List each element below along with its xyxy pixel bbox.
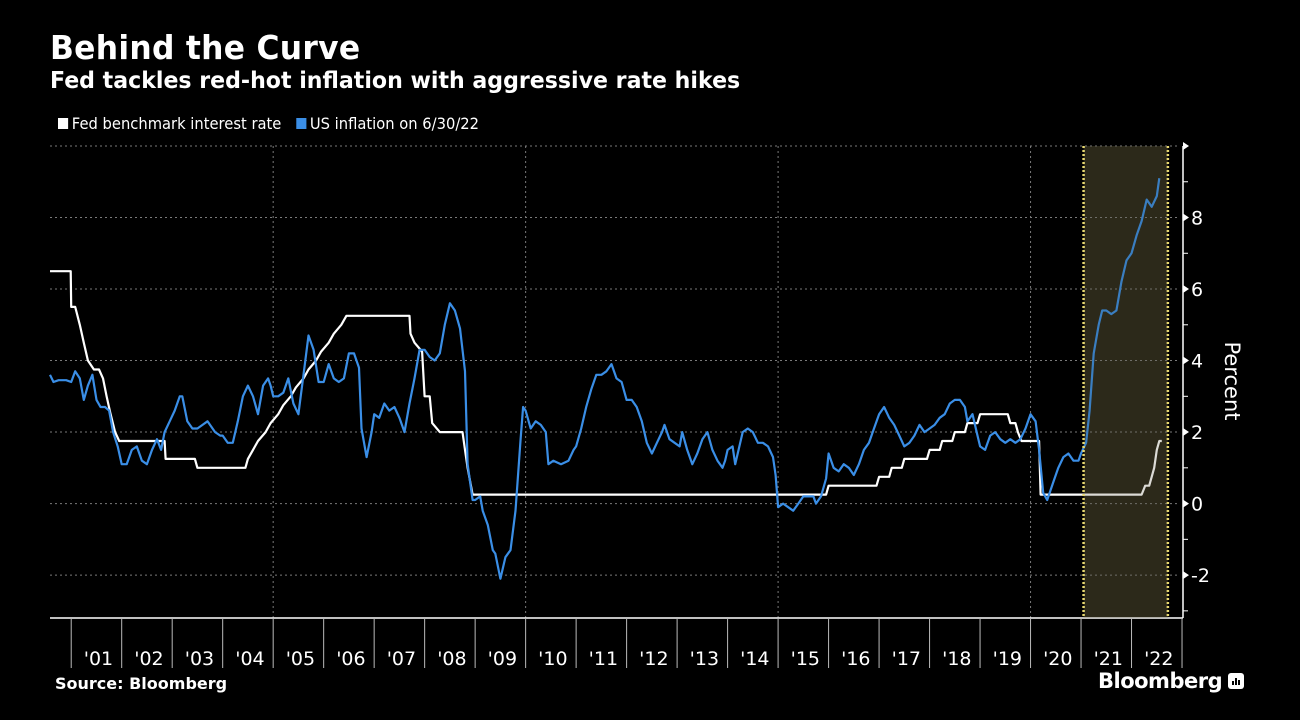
x-tick-label: '20	[1043, 648, 1072, 670]
x-tick-label: '08	[437, 648, 466, 670]
legend-label-inflation: US inflation on 6/30/22	[309, 114, 480, 133]
x-tick-label: '06	[336, 648, 365, 670]
y-axis-label: Percent	[1220, 341, 1244, 420]
x-tick-label: '16	[841, 648, 870, 670]
legend-swatch-fed-rate	[58, 118, 69, 129]
x-tick-label: '12	[639, 648, 668, 670]
y-tick-label: 2	[1191, 422, 1203, 444]
y-major-tick	[1183, 571, 1189, 580]
fed-rate-line	[50, 270, 1162, 496]
y-major-tick	[1183, 499, 1189, 508]
highlight-band-overlay	[1083, 146, 1168, 618]
y-major-tick	[1183, 356, 1189, 365]
axes	[50, 142, 1189, 668]
legend-label-fed-rate: Fed benchmark interest rate	[71, 114, 282, 133]
legend: Fed benchmark interest rate US inflation…	[58, 114, 494, 133]
x-tick-label: '04	[235, 648, 264, 670]
y-major-tick	[1183, 428, 1189, 437]
x-tick-labels: '01 '02 '03 '04 '05 '06 '07 '08 '09 '10 '11 '12 '13 '…	[84, 648, 1174, 670]
legend-item-fed-rate: Fed benchmark interest rate	[58, 114, 281, 133]
x-tick-label: '05	[286, 648, 315, 670]
x-tick-label: '01	[84, 648, 113, 670]
y-tick-label: 0	[1191, 494, 1203, 516]
legend-swatch-inflation	[296, 118, 307, 129]
highlight-band-borders	[1082, 146, 1170, 618]
x-tick-label: '07	[387, 648, 416, 670]
highlight-band	[1083, 146, 1168, 618]
gridlines	[50, 145, 1180, 618]
source-note: Source: Bloomberg	[55, 674, 228, 693]
x-tick-label: '15	[791, 648, 820, 670]
y-tick-label: -2	[1191, 565, 1210, 587]
x-tick-label: '14	[740, 648, 769, 670]
y-tick-label: 8	[1191, 208, 1203, 230]
y-tick-label: 4	[1191, 351, 1203, 373]
x-tick-label: '22	[1144, 648, 1173, 670]
y-tick-labels: -2 0 2 4 6 8	[1191, 208, 1210, 588]
y-tick-label: 6	[1191, 279, 1203, 301]
x-tick-label: '02	[134, 648, 163, 670]
chart-title: Behind the Curve	[50, 28, 361, 67]
x-tick-label: '13	[690, 648, 719, 670]
x-tick-label: '19	[993, 648, 1022, 670]
chart-subtitle: Fed tackles red-hot inflation with aggre…	[50, 68, 741, 94]
brand-name: Bloomberg	[1098, 669, 1223, 693]
series-lines	[49, 178, 1162, 580]
x-tick-label: '17	[892, 648, 921, 670]
y-major-tick	[1183, 213, 1189, 222]
x-tick-label: '18	[942, 648, 971, 670]
brand-logo: Bloomberg	[1098, 669, 1245, 693]
bloomberg-chart-icon	[1228, 673, 1245, 689]
x-tick-label: '09	[488, 648, 517, 670]
highlight-band-group	[1083, 146, 1168, 618]
x-tick-label: '10	[538, 648, 567, 670]
x-tick-label: '11	[589, 648, 618, 670]
legend-item-inflation: US inflation on 6/30/22	[296, 114, 479, 133]
y-major-tick	[1183, 285, 1189, 294]
x-tick-label: '21	[1094, 648, 1123, 670]
inflation-line	[49, 178, 1161, 580]
x-tick-label: '03	[185, 648, 214, 670]
